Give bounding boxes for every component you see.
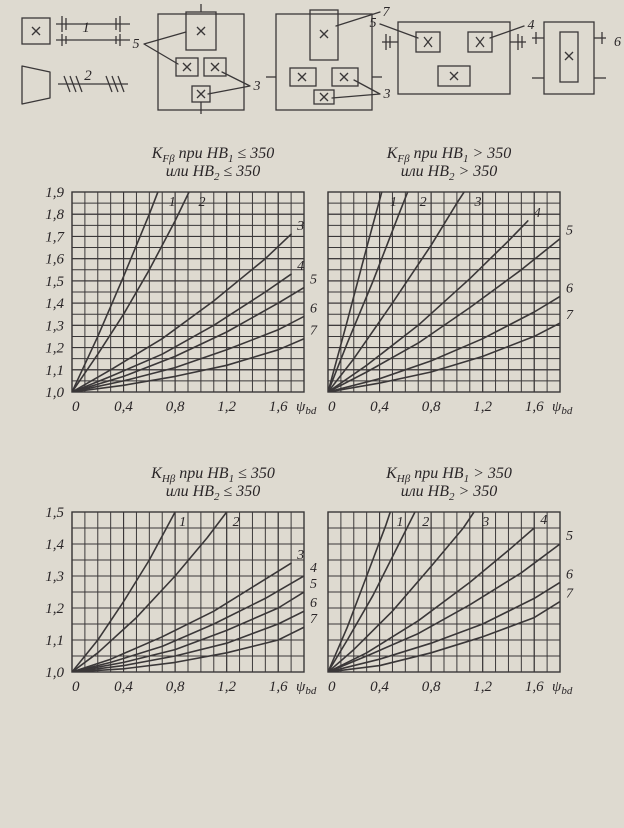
chart-kf-right-series-label-5: 5 — [566, 224, 573, 239]
chart-kh-left-series-label-1: 1 — [179, 515, 186, 530]
svg-text:1,2: 1,2 — [45, 601, 64, 617]
svg-text:0,4: 0,4 — [370, 399, 389, 415]
svg-text:0,8: 0,8 — [422, 679, 441, 695]
svg-text:1,4: 1,4 — [45, 296, 64, 312]
chart-kf-right-series-label-6: 6 — [566, 281, 573, 296]
chart-kf-left-series-label-5: 5 — [310, 273, 317, 288]
svg-text:1,4: 1,4 — [45, 537, 64, 553]
svg-text:1,9: 1,9 — [45, 185, 64, 201]
chart-kf-left-series-label-1: 1 — [169, 195, 176, 210]
svg-text:6: 6 — [614, 35, 621, 50]
chart-kh-left-series-label-6: 6 — [310, 596, 317, 611]
svg-text:0,4: 0,4 — [370, 679, 389, 695]
chart-kf-left-series-label-2: 2 — [198, 195, 205, 210]
chart-kf-right-series-label-7: 7 — [566, 308, 574, 323]
svg-text:1,6: 1,6 — [45, 252, 64, 268]
svg-text:1,6: 1,6 — [525, 679, 544, 695]
chart-kf-left-series-label-3: 3 — [296, 219, 304, 234]
svg-text:0: 0 — [72, 679, 80, 695]
svg-text:5: 5 — [370, 16, 377, 31]
svg-text:1,1: 1,1 — [45, 633, 64, 649]
chart-kf-left-series-label-4: 4 — [297, 259, 304, 274]
svg-text:2: 2 — [84, 68, 92, 84]
svg-text:1,5: 1,5 — [45, 274, 64, 290]
chart-kh-left-series-label-2: 2 — [233, 515, 240, 530]
svg-text:1,6: 1,6 — [269, 679, 288, 695]
svg-text:3: 3 — [253, 79, 261, 94]
chart-kf-right-series-label-2: 2 — [420, 195, 427, 210]
figure-svg: 1253735461,01,11,21,31,41,51,61,71,81,90… — [0, 0, 624, 828]
svg-text:1,5: 1,5 — [45, 505, 64, 521]
svg-text:0,8: 0,8 — [166, 679, 185, 695]
svg-text:0,8: 0,8 — [166, 399, 185, 415]
svg-text:1,6: 1,6 — [525, 399, 544, 415]
svg-text:1,3: 1,3 — [45, 318, 64, 334]
svg-text:1,0: 1,0 — [45, 385, 64, 401]
chart-kf-right-series-label-1: 1 — [390, 195, 397, 210]
svg-text:1,2: 1,2 — [217, 399, 236, 415]
chart-kh-left-series-label-7: 7 — [310, 612, 318, 627]
chart-kf-right-series-label-4: 4 — [534, 206, 541, 221]
svg-text:1,2: 1,2 — [473, 679, 492, 695]
svg-text:1,7: 1,7 — [45, 229, 65, 245]
svg-text:1,3: 1,3 — [45, 569, 64, 585]
chart-kh-right-series-label-4: 4 — [540, 513, 547, 528]
svg-text:1,8: 1,8 — [45, 207, 64, 223]
svg-text:1,6: 1,6 — [269, 399, 288, 415]
chart-kh-right-series-label-2: 2 — [422, 515, 429, 530]
svg-text:0: 0 — [72, 399, 80, 415]
svg-text:1,1: 1,1 — [45, 363, 64, 379]
chart-kf-right-series-label-3: 3 — [473, 195, 481, 210]
svg-text:0: 0 — [328, 679, 336, 695]
svg-text:0,4: 0,4 — [114, 679, 133, 695]
svg-text:0,8: 0,8 — [422, 399, 441, 415]
chart-kh-left-series-label-5: 5 — [310, 577, 317, 592]
svg-text:1,0: 1,0 — [45, 665, 64, 681]
svg-text:1,2: 1,2 — [45, 341, 64, 357]
chart-kf-left-series-label-6: 6 — [310, 301, 317, 316]
svg-text:3: 3 — [383, 87, 391, 102]
chart-kh-right-series-label-6: 6 — [566, 567, 573, 582]
svg-text:0: 0 — [328, 399, 336, 415]
svg-text:1,2: 1,2 — [473, 399, 492, 415]
svg-text:5: 5 — [133, 37, 140, 52]
chart-kh-left-series-label-3: 3 — [296, 548, 304, 563]
chart-kf-left-series-label-7: 7 — [310, 324, 318, 339]
svg-text:1: 1 — [82, 20, 90, 36]
svg-text:1,2: 1,2 — [217, 679, 236, 695]
svg-text:7: 7 — [383, 5, 391, 20]
svg-text:0,4: 0,4 — [114, 399, 133, 415]
chart-kh-right-series-label-7: 7 — [566, 587, 574, 602]
chart-kh-right-series-label-5: 5 — [566, 529, 573, 544]
chart-kh-right-series-label-3: 3 — [481, 515, 489, 530]
svg-text:4: 4 — [528, 18, 535, 33]
chart-kh-left-series-label-4: 4 — [310, 561, 317, 576]
chart-kh-right-series-label-1: 1 — [396, 515, 403, 530]
